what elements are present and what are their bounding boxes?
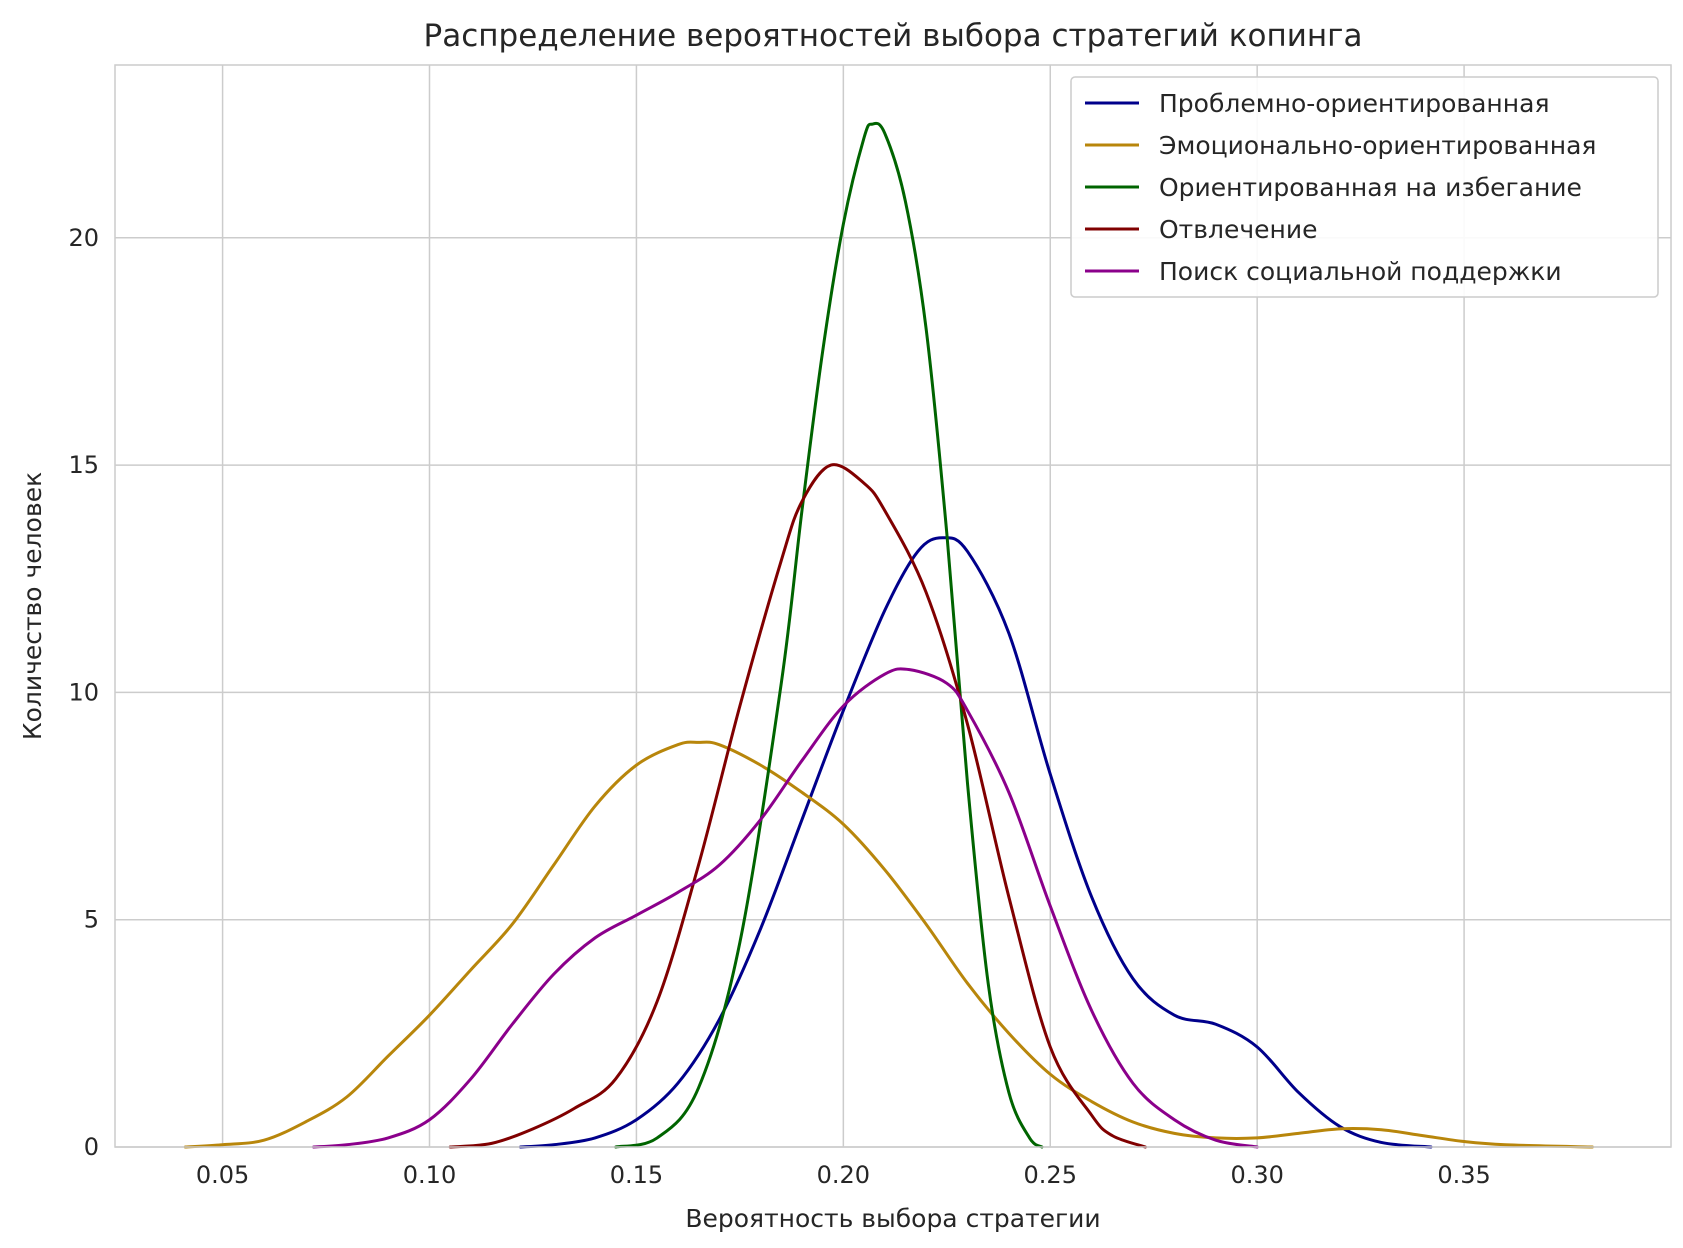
series-line-0 (519, 536, 1433, 1149)
legend-items: Проблемно-ориентированная Эмоционально-ор… (1085, 89, 1596, 286)
series-line-2 (614, 121, 1044, 1149)
legend-label-1: Эмоционально-ориентированная (1159, 131, 1596, 160)
plot-frame (114, 64, 1672, 1148)
x-tick-label: 0.25 (1024, 1161, 1077, 1189)
x-tick-label: 0.05 (196, 1161, 249, 1189)
chart-title: Распределение вероятностей выбора страте… (424, 18, 1363, 54)
x-tick-label: 0.10 (403, 1161, 456, 1189)
y-tick-label: 10 (68, 678, 99, 706)
x-axis-title: Вероятность выбора стратегии (685, 1204, 1100, 1233)
y-tick-labels: 0 5 10 15 20 (68, 224, 99, 1161)
x-tick-label: 0.20 (817, 1161, 870, 1189)
legend-frame (1070, 76, 1659, 298)
series-line-1 (183, 740, 1594, 1149)
x-tick-label: 0.15 (610, 1161, 663, 1189)
y-tick-label: 15 (68, 451, 99, 479)
series-lines (183, 121, 1594, 1149)
legend-label-3: Отвлечение (1159, 215, 1317, 244)
y-tick-label: 20 (68, 224, 99, 252)
y-tick-label: 0 (84, 1133, 99, 1161)
series-line-3 (448, 463, 1147, 1149)
x-tick-labels: 0.05 0.10 0.15 0.20 0.25 0.30 0.35 (196, 1161, 1491, 1189)
legend-label-4: Поиск социальной поддержки (1159, 257, 1562, 286)
y-axis-title: Количество человек (18, 472, 47, 740)
y-tick-label: 5 (84, 906, 99, 934)
legend-label-0: Проблемно-ориентированная (1159, 89, 1549, 118)
legend-label-2: Ориентированная на избегание (1159, 173, 1582, 202)
series-line-4 (312, 667, 1259, 1149)
legend: Проблемно-ориентированная Эмоционально-ор… (1070, 76, 1659, 298)
x-tick-label: 0.35 (1437, 1161, 1490, 1189)
x-tick-label: 0.30 (1230, 1161, 1283, 1189)
